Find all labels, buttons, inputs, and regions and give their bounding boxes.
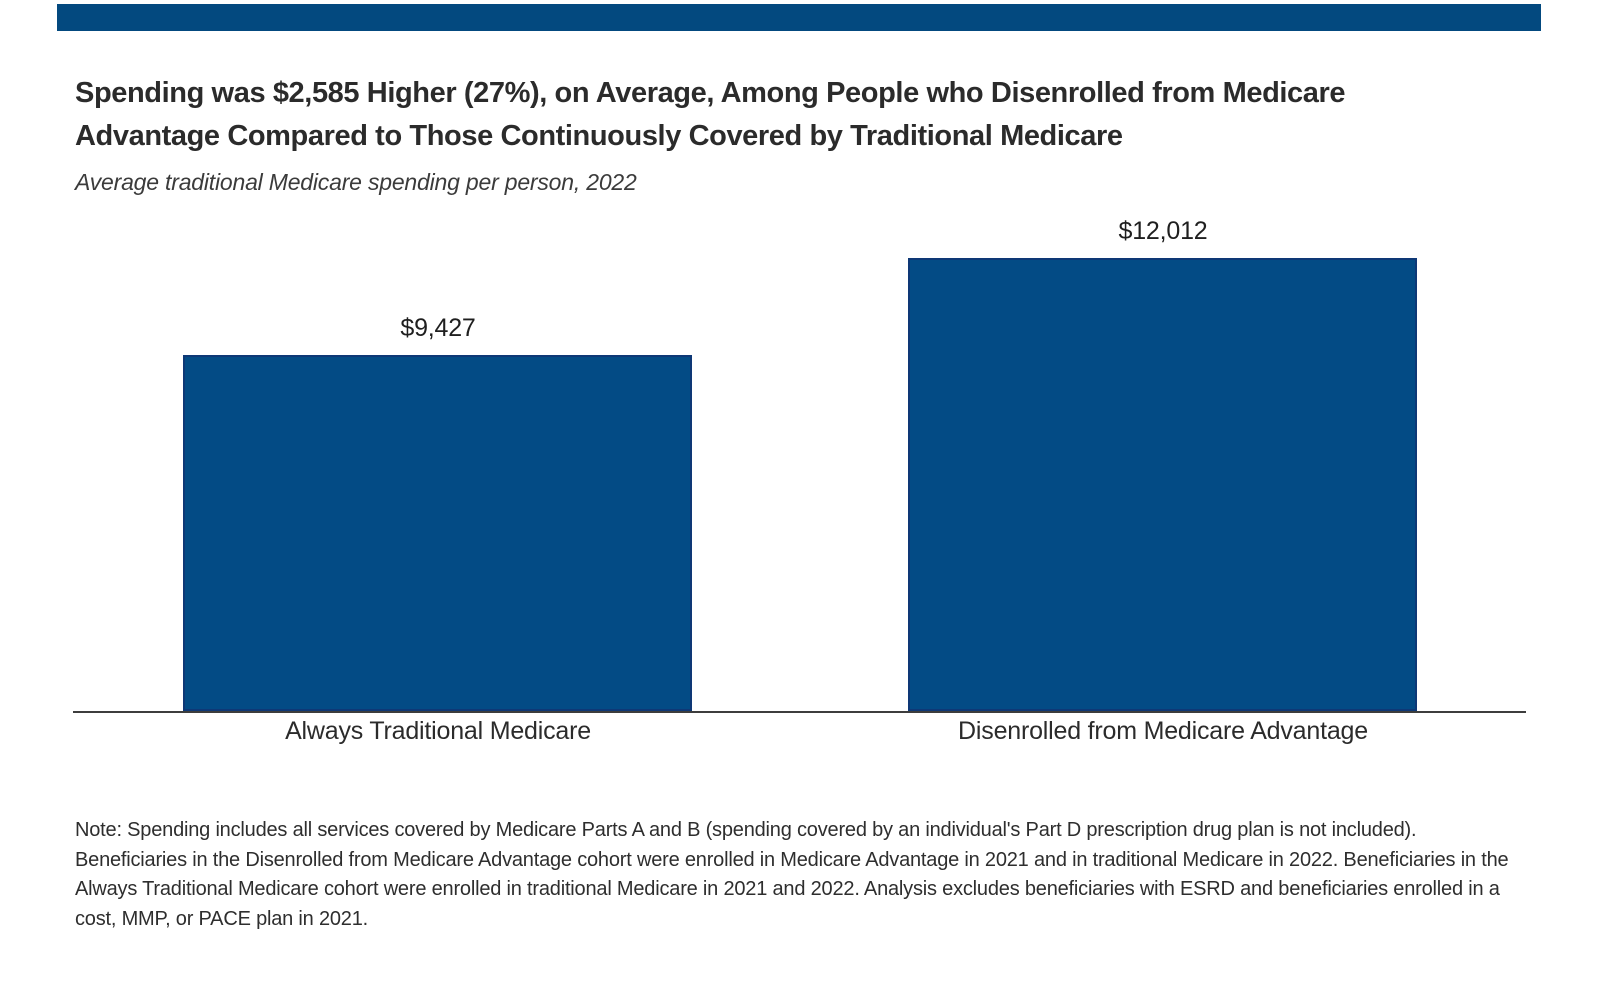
chart-subtitle: Average traditional Medicare spending pe… [75,169,637,195]
note-line-3: Always Traditional Medicare cohort were … [75,878,1500,900]
figure-top-rule [57,4,1541,31]
note-line-4: cost, MMP, or PACE plan in 2021. [75,907,369,930]
bar-value-label-always-traditional: $9,427 [400,314,476,342]
category-label-disenrolled: Disenrolled from Medicare Advantage [958,717,1368,745]
chart-title: Spending was $2,585 Higher (27%), on Ave… [75,72,1535,158]
chart-title-line-2: Advantage Compared to Those Continuously… [75,120,1123,152]
category-label-always-traditional: Always Traditional Medicare [285,717,591,745]
bar-always-traditional-medicare [183,355,692,711]
note-line-1: Note: Spending includes all services cov… [75,819,1417,841]
bar-value-label-disenrolled: $12,012 [1118,217,1208,245]
bar-disenrolled-from-medicare-advantage [908,258,1417,711]
x-axis-line [73,711,1526,713]
note-text: Note: Spending includes all services cov… [75,816,1555,934]
note-line-2: Beneficiaries in the Disenrolled from Me… [75,848,1509,871]
chart-title-line-1: Spending was $2,585 Higher (27%), on Ave… [75,77,1346,109]
